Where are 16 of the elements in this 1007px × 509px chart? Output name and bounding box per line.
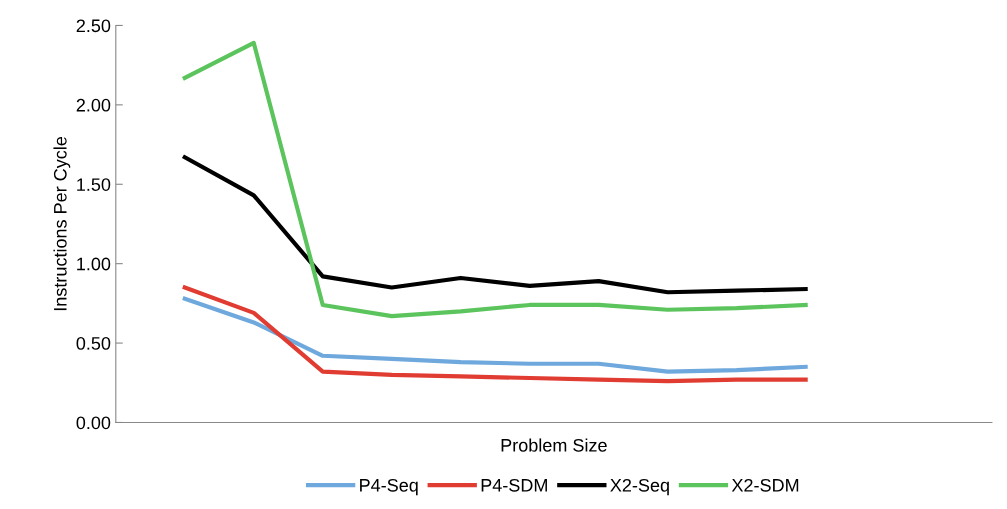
legend-label: P4-Seq — [360, 478, 418, 496]
line-series — [182, 296, 808, 374]
line-series — [182, 40, 808, 319]
y-tick-label: 1.50 — [77, 178, 111, 191]
y-axis-title: Instructions Per Cycle — [53, 136, 71, 311]
y-tick-label: 1.00 — [77, 257, 111, 271]
line-series — [182, 155, 808, 295]
legend-label: X2-Seq — [610, 478, 669, 496]
y-tick-label: 2.00 — [76, 98, 111, 112]
legend-label: P4-SDM — [481, 478, 547, 492]
x-axis-title: Problem Size — [501, 438, 607, 452]
y-tick-label: 2.50 — [76, 19, 111, 33]
y-tick-label: 0.00 — [76, 416, 111, 430]
line-series — [182, 285, 808, 384]
y-tick-label: 0.50 — [76, 337, 111, 350]
legend-label: X2-SDM — [731, 478, 799, 492]
